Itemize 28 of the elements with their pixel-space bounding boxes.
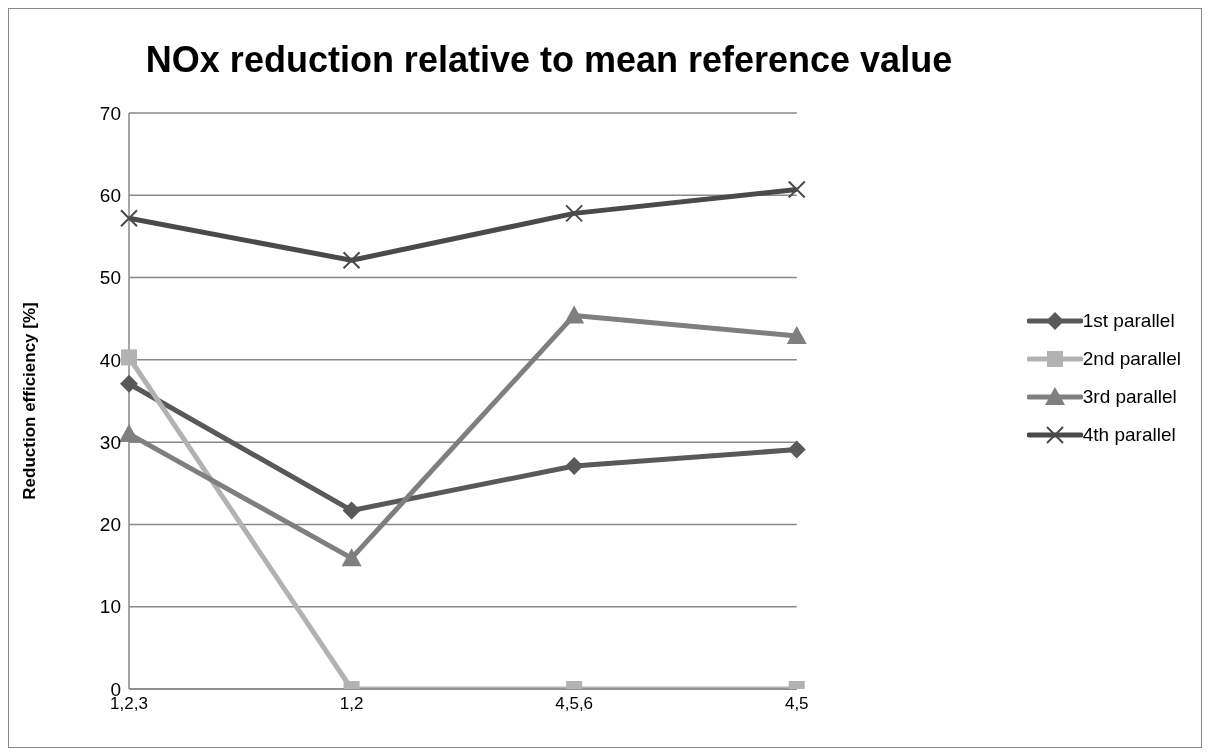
y-axis-title: Reduction efficiency [%] bbox=[20, 302, 40, 500]
point bbox=[119, 423, 139, 442]
legend-label: 1st parallel bbox=[1082, 310, 1175, 332]
point bbox=[342, 251, 361, 270]
point bbox=[341, 548, 362, 567]
point bbox=[120, 374, 138, 393]
y-tick-label: 40 bbox=[99, 349, 121, 371]
point bbox=[120, 209, 138, 228]
x-tick-label: 1,2 bbox=[339, 694, 364, 714]
point bbox=[787, 180, 806, 199]
point bbox=[342, 501, 361, 520]
chart-title: NOx reduction relative to mean reference value bbox=[144, 39, 954, 81]
point bbox=[565, 204, 584, 223]
legend-label: 2nd parallel bbox=[1082, 348, 1181, 370]
point bbox=[121, 349, 137, 366]
x-tick-label: 4,5,6 bbox=[555, 694, 594, 714]
legend-label: 4th parallel bbox=[1082, 424, 1176, 446]
y-tick-label: 20 bbox=[99, 514, 121, 536]
point bbox=[787, 440, 806, 459]
y-tick-label: 10 bbox=[99, 596, 121, 618]
point bbox=[786, 325, 807, 344]
legend-label: 3rd parallel bbox=[1082, 386, 1177, 408]
x-tick-label: 4,5 bbox=[784, 694, 809, 714]
y-tick-label: 60 bbox=[99, 185, 121, 207]
y-tick-label: 30 bbox=[99, 431, 121, 453]
y-tick-label: 50 bbox=[99, 267, 121, 289]
point bbox=[564, 305, 585, 324]
y-tick-label: 70 bbox=[99, 102, 121, 124]
